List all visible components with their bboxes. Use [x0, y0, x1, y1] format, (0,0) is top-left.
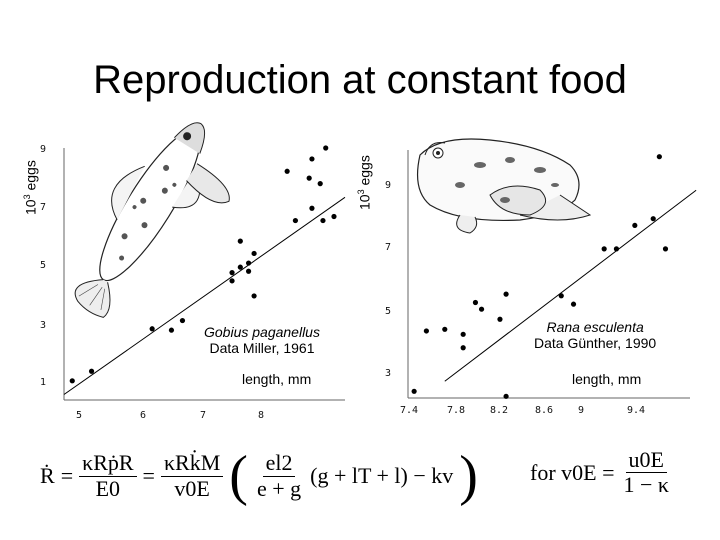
formula-open-paren: (: [229, 445, 248, 507]
right-x-tick-label: 9: [578, 405, 584, 416]
left-data-point-10: [237, 238, 243, 244]
left-data-point-16: [331, 213, 337, 220]
right-y-tick-label: 7: [385, 242, 391, 253]
left-data-point-1: [88, 368, 95, 374]
right-species-annotation: Rana esculenta Data Günther, 1990: [534, 319, 656, 351]
reproduction-formula: Ṙ = κRṗR E0 = κRk̇M v0E ( el2 e + g (g +…: [40, 440, 700, 510]
left-fit-line: [63, 196, 346, 395]
right-fit-line: [444, 189, 697, 382]
right-y-tick-label: 5: [385, 306, 391, 317]
left-data-point-3: [168, 327, 175, 333]
right-data-point-13: [632, 222, 638, 229]
right-data-point-14: [662, 246, 669, 252]
right-data-point-11: [601, 246, 607, 252]
right-y-tick-label: 9: [385, 180, 391, 191]
right-species-name: Rana esculenta: [546, 319, 644, 335]
right-data-point-0: [411, 388, 417, 394]
formula-lhs: Ṙ: [40, 463, 55, 488]
right-data-point-5: [472, 299, 479, 306]
left-data-point-7: [237, 264, 243, 270]
left-data-point-14: [320, 217, 326, 224]
formula-frac2-num: κRk̇M: [160, 451, 224, 477]
left-y-tick-label: 1: [40, 377, 46, 388]
right-x-axis-label: length, mm: [572, 371, 642, 387]
right-chart: 7.4 7.8 8.2 8.6 9 9.4 3 5 7 9: [385, 138, 697, 416]
left-x-tick-label: 6: [140, 410, 146, 421]
left-data-point-4: [179, 317, 186, 324]
right-data-point-12: [613, 246, 620, 252]
left-data-point-5: [229, 278, 235, 284]
left-y-tick-label: 5: [40, 260, 46, 271]
left-data-point-15: [309, 205, 315, 211]
left-data-point-20: [323, 145, 329, 151]
right-data-point-6: [478, 306, 485, 312]
left-x-tick-label: 7: [200, 410, 206, 421]
left-data-point-12: [251, 293, 257, 299]
frog-illustration: [417, 138, 592, 234]
right-x-tick-label: 9.4: [627, 405, 645, 416]
formula-fraction-inner: el2 e + g: [254, 451, 304, 501]
right-data-point-15: [650, 216, 656, 222]
formula-condition: for v0E =: [530, 459, 615, 485]
right-data-point-1: [423, 328, 429, 334]
right-x-tick-label: 7.8: [447, 405, 465, 416]
slide-title: Reproduction at constant food: [93, 58, 627, 102]
left-data-point-19: [309, 156, 315, 162]
right-data-point-10: [570, 301, 577, 307]
right-data-point-17: [503, 393, 509, 399]
right-data-point-16: [656, 154, 662, 160]
formula-inner-rest: (g + lT + l) − kv: [310, 463, 454, 488]
formula-equals-2: =: [142, 463, 155, 488]
formula-equals-1: =: [60, 463, 74, 488]
right-data-point-3: [460, 331, 466, 337]
right-data-point-7: [497, 316, 503, 322]
formula-frac1-num: κRṗR: [79, 451, 137, 477]
formula-condition-fraction: u0E 1 − κ: [621, 447, 673, 498]
left-species-annotation: Gobius paganellus Data Miller, 1961: [204, 324, 320, 356]
formula-frac1-den: E0: [95, 475, 121, 501]
left-y-tick-label: 3: [40, 320, 46, 331]
left-y-tick-label: 9: [40, 144, 46, 155]
left-data-point-13: [292, 217, 299, 224]
right-data-point-8: [503, 291, 509, 297]
left-data-point-11: [251, 250, 257, 257]
right-data-source: Data Günther, 1990: [534, 335, 657, 351]
right-data-point-9: [558, 293, 564, 299]
formula-cond-den: 1 − κ: [623, 472, 670, 498]
formula-fraction-2: κRk̇M v0E: [160, 451, 224, 501]
left-data-point-17: [284, 168, 290, 174]
formula-cond-num: u0E: [625, 447, 667, 474]
right-data-point-2: [442, 326, 448, 332]
left-x-tick-label: 5: [76, 410, 82, 421]
left-x-axis-label: length, mm: [242, 371, 312, 387]
left-data-point-21: [317, 181, 323, 187]
right-x-tick-label: 8.6: [535, 405, 553, 416]
formula-inner-den: e + g: [256, 475, 302, 501]
formula-inner-num: el2: [262, 451, 296, 477]
formula-frac2-den: v0E: [174, 475, 210, 501]
left-data-point-2: [149, 326, 155, 332]
left-data-point-8: [245, 260, 252, 266]
right-x-tick-label: 7.4: [400, 405, 418, 416]
goby-fish-illustration: [74, 122, 230, 318]
right-data-point-4: [460, 345, 466, 351]
left-x-tick-label: 8: [258, 410, 264, 421]
formula-close-paren: ): [459, 445, 478, 507]
right-x-tick-label: 8.2: [490, 405, 508, 416]
right-y-tick-label: 3: [385, 368, 391, 379]
formula-fraction-1: κRṗR E0: [79, 451, 137, 501]
left-y-tick-label: 7: [40, 202, 46, 213]
left-data-point-0: [69, 378, 75, 384]
left-chart: 5 6 7 8 1 3 5 7 9: [40, 122, 346, 421]
left-species-name: Gobius paganellus: [204, 324, 320, 340]
left-data-point-6: [229, 270, 235, 276]
left-data-source: Data Miller, 1961: [209, 340, 315, 356]
left-data-point-9: [245, 268, 252, 274]
left-data-point-18: [306, 175, 312, 181]
